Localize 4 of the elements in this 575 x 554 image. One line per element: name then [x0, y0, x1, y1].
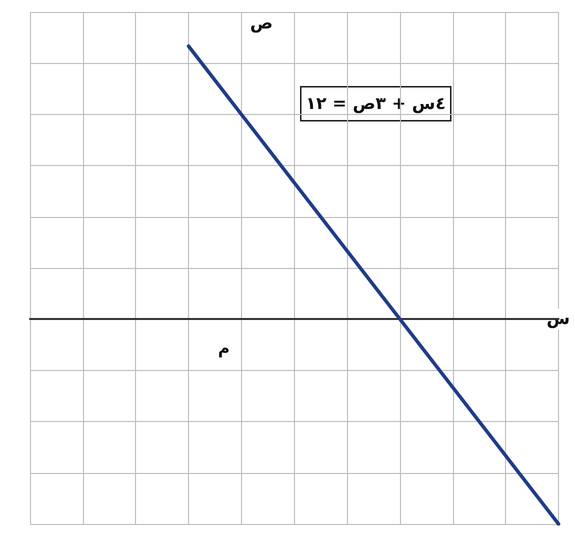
annotation: ٤س + ٣ص = ١٢ [306, 94, 446, 114]
x-axis-title: س [546, 309, 570, 330]
y-axis-title: ص [250, 14, 273, 34]
annotation: م [218, 338, 230, 358]
